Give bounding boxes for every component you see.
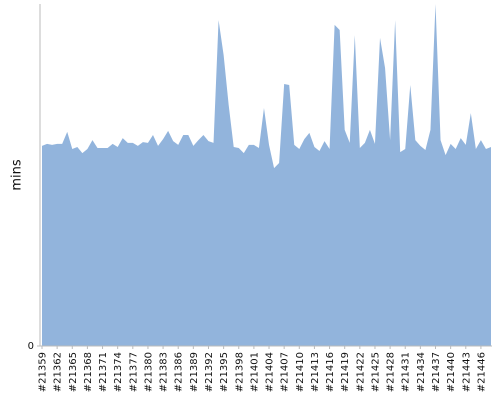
x-tick-label: #21359 [38, 352, 49, 392]
x-tick-label: #21392 [204, 352, 215, 392]
x-tick-label: #21425 [370, 352, 381, 392]
x-tick-label: #21386 [174, 352, 185, 392]
x-tick-label: #21389 [189, 352, 200, 392]
x-tick-label: #21383 [159, 352, 170, 392]
x-tick-label: #21413 [310, 352, 321, 392]
x-tick-label: #21422 [355, 352, 366, 392]
x-tick-label: #21446 [476, 352, 487, 392]
area [42, 4, 491, 346]
x-tick-label: #21437 [431, 352, 442, 392]
x-tick-label: #21434 [416, 352, 427, 392]
x-tick-label: #21362 [53, 352, 64, 392]
x-tick-label: #21416 [325, 352, 336, 392]
x-tick-label: #21431 [401, 352, 412, 392]
x-tick-label: #21380 [143, 352, 154, 392]
x-tick-label: #21365 [68, 352, 79, 392]
x-tick-label: #21419 [340, 352, 351, 392]
y-tick-label: 0 [28, 341, 34, 352]
x-tick-label: #21401 [249, 352, 260, 392]
x-tick-label: #21443 [461, 352, 472, 392]
x-tick-label: #21395 [219, 352, 230, 392]
x-tick-label: #21377 [128, 352, 139, 392]
y-axis-label: mins [10, 159, 25, 191]
x-tick-label: #21428 [386, 352, 397, 392]
x-tick-label: #21374 [113, 352, 124, 392]
x-tick-label: #21371 [98, 352, 109, 392]
x-tick-label: #21368 [83, 352, 94, 392]
x-tick-label: #21407 [280, 352, 291, 392]
x-tick-label: #21440 [446, 352, 457, 392]
x-tick-label: #21404 [265, 352, 276, 392]
x-tick-label: #21410 [295, 352, 306, 392]
x-tick-label: #21398 [234, 352, 245, 392]
